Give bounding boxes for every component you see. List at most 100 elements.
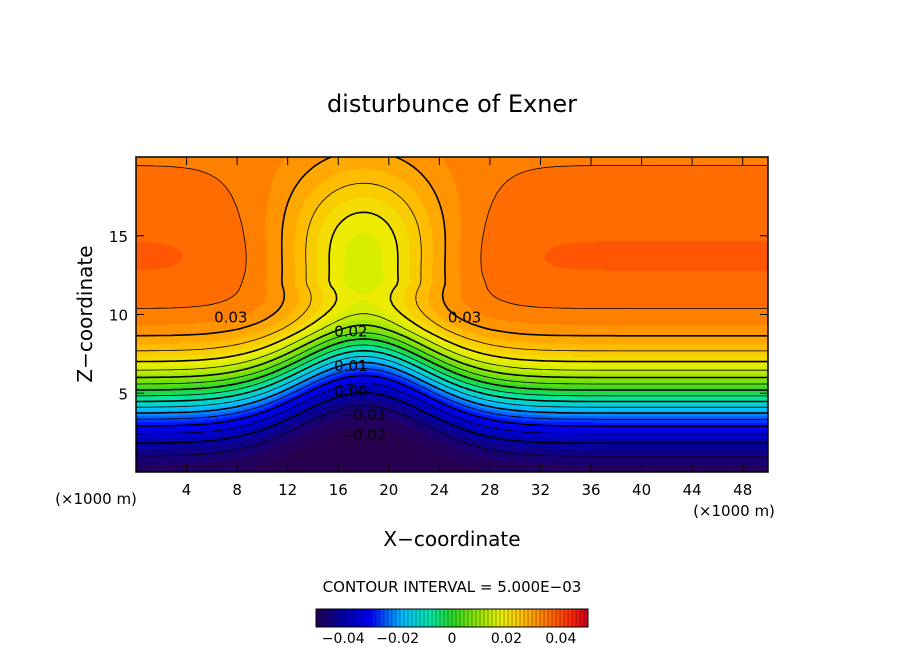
colorbar-swatch bbox=[344, 609, 349, 627]
colorbar-swatch bbox=[488, 609, 493, 627]
colorbar-swatch bbox=[416, 609, 421, 627]
colorbar-swatch bbox=[552, 609, 557, 627]
colorbar-swatch bbox=[424, 609, 429, 627]
colorbar-swatch bbox=[500, 609, 505, 627]
colorbar-swatch bbox=[396, 609, 401, 627]
colorbar-swatch bbox=[408, 609, 413, 627]
colorbar-swatch bbox=[432, 609, 437, 627]
y-tick-label: 5 bbox=[118, 385, 128, 403]
contour-line bbox=[136, 368, 768, 420]
colorbar-swatch bbox=[452, 609, 457, 627]
contour-interval-note: CONTOUR INTERVAL = 5.000E−03 bbox=[323, 578, 582, 596]
colorbar-swatch bbox=[340, 609, 345, 627]
colorbar-swatch bbox=[468, 609, 473, 627]
colorbar-swatch bbox=[404, 609, 409, 627]
x-tick-label: 28 bbox=[480, 481, 499, 499]
colorbar-swatch bbox=[516, 609, 521, 627]
contour-lines bbox=[136, 157, 768, 457]
colorbar-swatch bbox=[496, 609, 501, 627]
x-tick-label: 16 bbox=[329, 481, 348, 499]
colorbar-swatch bbox=[512, 609, 517, 627]
colorbar-swatch bbox=[572, 609, 577, 627]
contour-label: 0.03 bbox=[214, 308, 247, 326]
y-tick-label: 10 bbox=[109, 307, 128, 325]
colorbar-swatch bbox=[392, 609, 397, 627]
colorbar-swatch bbox=[360, 609, 365, 627]
colorbar-swatch bbox=[480, 609, 485, 627]
contour-label: −0.02 bbox=[341, 427, 387, 445]
contour-label: 0.03 bbox=[448, 308, 481, 326]
colorbar-swatch bbox=[504, 609, 509, 627]
colorbar-swatch bbox=[372, 609, 377, 627]
x-axis-ticks: 4 8 12 16 20 24 28 32 36 40 44 48 bbox=[182, 157, 752, 499]
colorbar-tick-label: −0.04 bbox=[322, 631, 365, 647]
colorbar-swatch bbox=[576, 609, 581, 627]
contour-line bbox=[136, 332, 768, 385]
colorbar-swatch bbox=[356, 609, 361, 627]
contour-line bbox=[136, 338, 768, 391]
contour-line bbox=[136, 405, 768, 457]
x-axis-label: X−coordinate bbox=[383, 527, 520, 551]
colorbar-swatch bbox=[472, 609, 477, 627]
x-unit-right: (×1000 m) bbox=[693, 502, 775, 520]
colorbar-swatch bbox=[456, 609, 461, 627]
y-tick-label: 15 bbox=[109, 228, 128, 246]
contour-line bbox=[136, 157, 768, 337]
colorbar-swatch bbox=[556, 609, 561, 627]
y-axis-ticks: 5 10 15 bbox=[109, 228, 768, 403]
contour-labels: 0.03 0.03 0.02 0.01 0.00 −0.01 −0.02 bbox=[214, 308, 481, 444]
contour-line bbox=[136, 374, 768, 427]
x-tick-label: 36 bbox=[581, 481, 600, 499]
x-tick-label: 44 bbox=[683, 481, 702, 499]
colorbar-swatch bbox=[324, 609, 329, 627]
colorbar-swatch bbox=[332, 609, 337, 627]
colorbar-swatch bbox=[508, 609, 513, 627]
contour-line bbox=[136, 382, 768, 435]
colorbar-swatch bbox=[464, 609, 469, 627]
colorbar-swatch bbox=[532, 609, 537, 627]
contour-line bbox=[136, 313, 768, 371]
x-tick-label: 32 bbox=[531, 481, 550, 499]
colorbar-swatch bbox=[524, 609, 529, 627]
colorbar-swatch bbox=[428, 609, 433, 627]
colorbar-tick-labels: −0.04 −0.02 0 0.02 0.04 bbox=[322, 631, 577, 647]
colorbar-swatch bbox=[528, 609, 533, 627]
contour-line bbox=[136, 324, 768, 379]
colorbar-swatch bbox=[380, 609, 385, 627]
colorbar-swatch bbox=[328, 609, 333, 627]
x-tick-label: 8 bbox=[232, 481, 242, 499]
colorbar-swatch bbox=[400, 609, 405, 627]
colorbar-swatch bbox=[536, 609, 541, 627]
x-tick-label: 4 bbox=[182, 481, 192, 499]
colorbar-swatch bbox=[348, 609, 353, 627]
contour-label: 0.02 bbox=[334, 323, 367, 341]
colorbar-swatch bbox=[548, 609, 553, 627]
colorbar-swatch bbox=[568, 609, 573, 627]
x-tick-label: 24 bbox=[430, 481, 449, 499]
colorbar-swatch bbox=[564, 609, 569, 627]
colorbar-swatch bbox=[368, 609, 373, 627]
colorbar-swatch bbox=[388, 609, 393, 627]
chart-title: disturbunce of Exner bbox=[327, 90, 577, 118]
colorbar-tick-label: 0 bbox=[448, 631, 457, 647]
contour-label: 0.00 bbox=[334, 382, 367, 400]
colorbar-swatch bbox=[484, 609, 489, 627]
x-tick-label: 48 bbox=[733, 481, 752, 499]
colorbar-swatch bbox=[384, 609, 389, 627]
colorbar-swatch bbox=[436, 609, 441, 627]
colorbar-swatch bbox=[336, 609, 341, 627]
x-unit-left: (×1000 m) bbox=[55, 490, 137, 508]
colorbar-swatch bbox=[580, 609, 585, 627]
colorbar-swatch bbox=[584, 609, 589, 627]
colorbar-swatch bbox=[544, 609, 549, 627]
contour-line bbox=[136, 391, 768, 445]
colorbar-swatch bbox=[412, 609, 417, 627]
colorbar-swatch bbox=[476, 609, 481, 627]
contour-label: 0.01 bbox=[334, 357, 367, 375]
plot-area: 0.03 0.03 0.02 0.01 0.00 −0.01 −0.02 bbox=[135, 156, 769, 473]
contour-line bbox=[136, 211, 768, 363]
colorbar-swatch bbox=[448, 609, 453, 627]
colorbar-swatch bbox=[492, 609, 497, 627]
x-tick-label: 12 bbox=[278, 481, 297, 499]
